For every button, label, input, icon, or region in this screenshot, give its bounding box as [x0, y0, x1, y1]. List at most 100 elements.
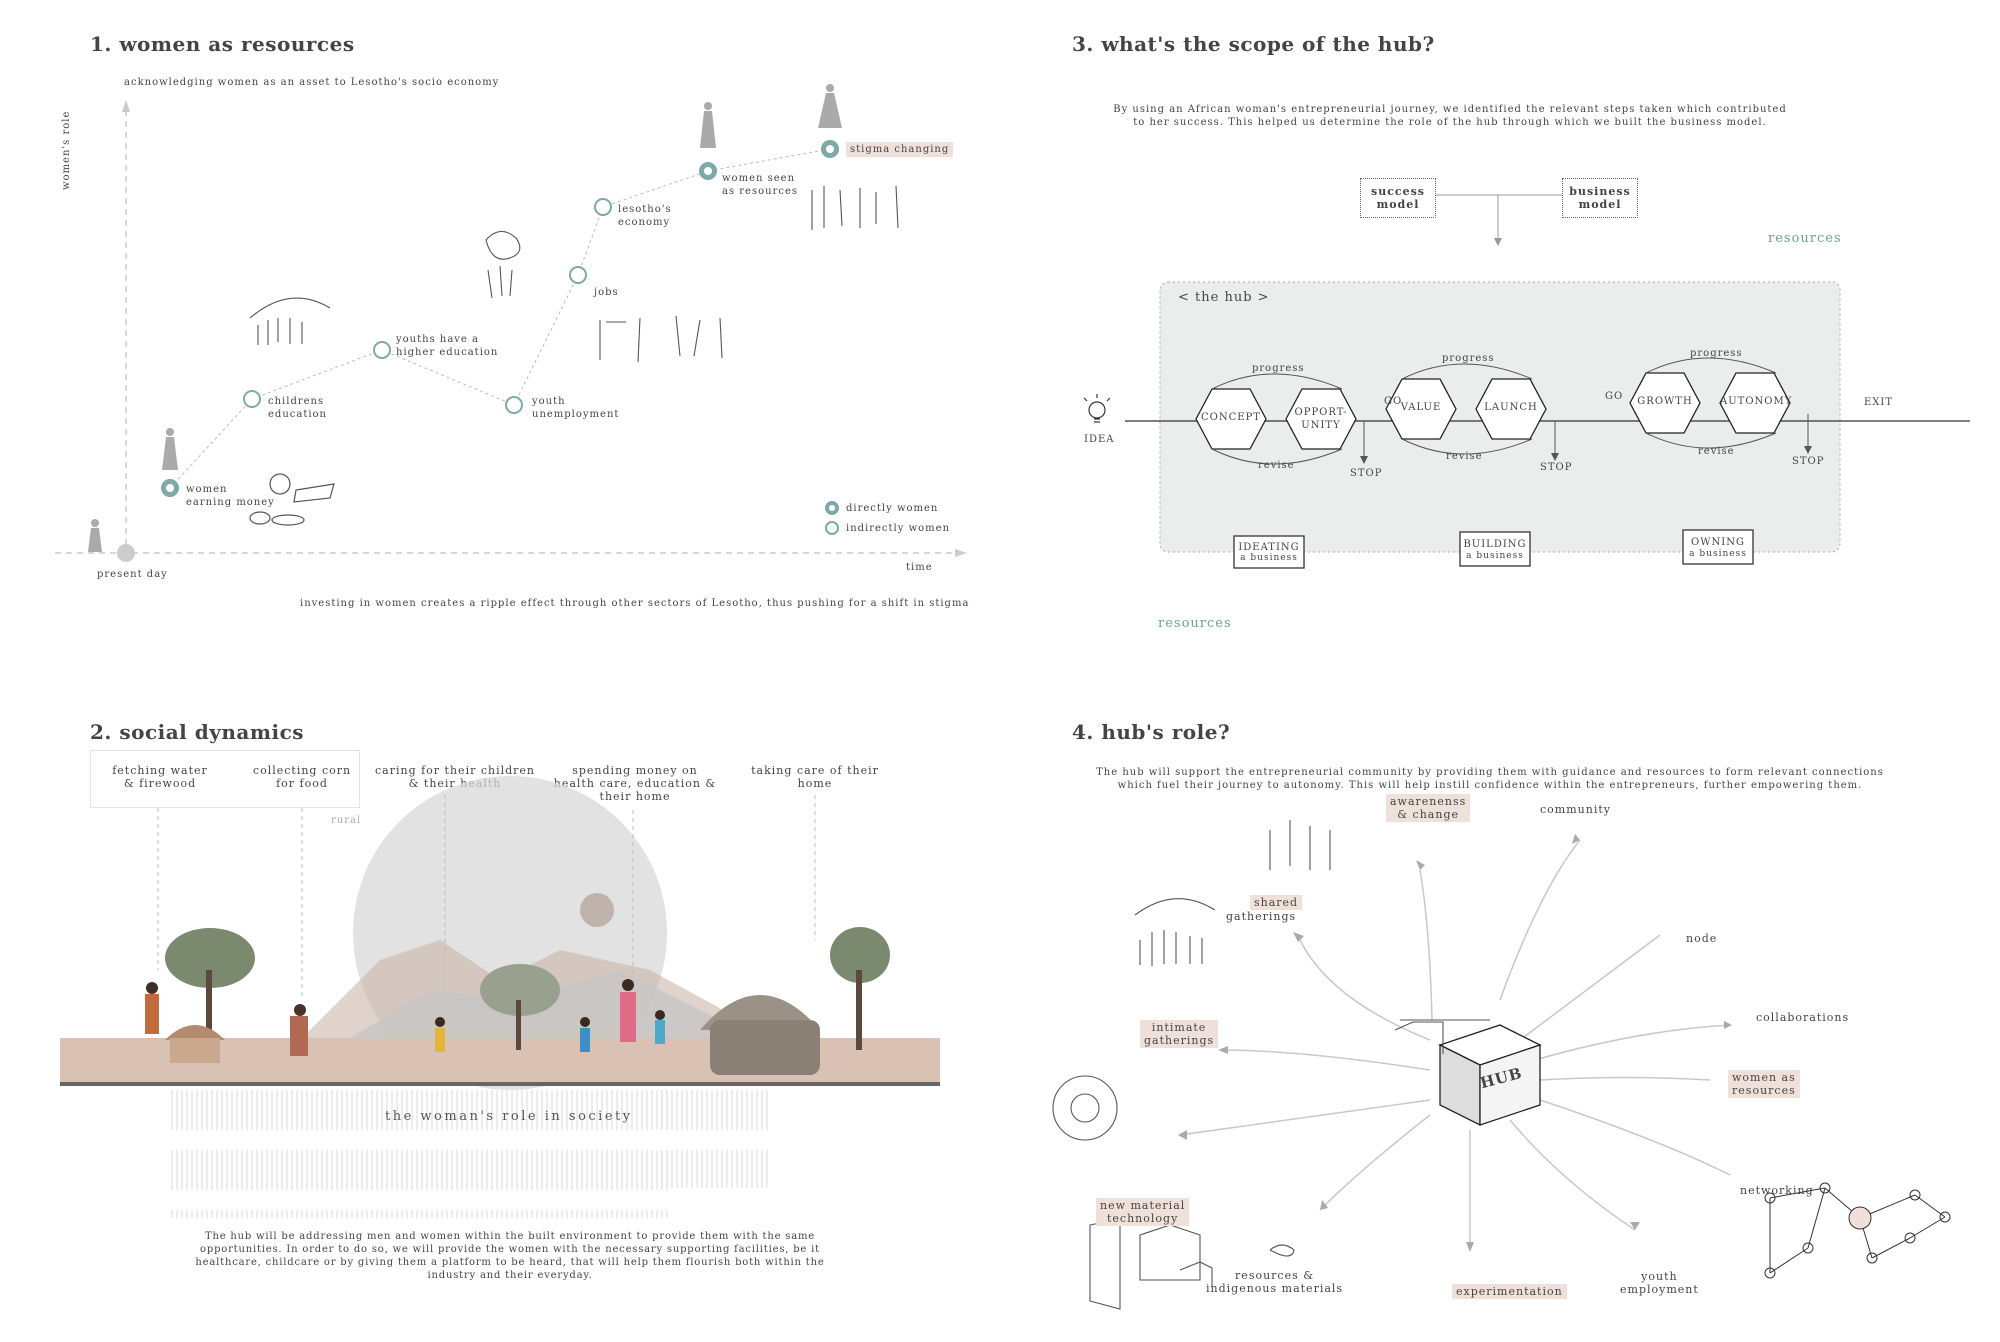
node-label-women-seen-as-resources: women seen as resources — [722, 173, 798, 197]
panel1-chart — [55, 84, 967, 562]
go-label-2: GO — [1605, 391, 1624, 402]
money-sketch-icon — [249, 473, 335, 526]
hub-process-diagram — [1083, 194, 1970, 569]
phase-building-sub: a business — [1466, 551, 1524, 561]
experimentation-icon — [1089, 1218, 1121, 1310]
panel4-title: 4. hub's role? — [1072, 720, 1231, 744]
success-model-box: success model — [1360, 178, 1436, 218]
panel1-title: 1. women as resources — [90, 32, 355, 56]
hex-value: VALUE — [1400, 402, 1442, 413]
panel-social-dynamics: 2. social dynamics fetching water & fire… — [0, 670, 1000, 1342]
panel4-intro: The hub will support the entrepreneurial… — [1096, 767, 1884, 791]
item-intimate-gatherings: intimate gatherings — [1140, 1020, 1219, 1048]
stop-label-1: STOP — [1350, 468, 1383, 479]
hub-role-diagram — [1052, 820, 1951, 1310]
woman-figure-icon — [88, 84, 842, 552]
progress-label-2: progress — [1442, 353, 1495, 364]
resources-top-label: resources — [1768, 231, 1842, 246]
item-collaborations: collaborations — [1756, 1011, 1850, 1024]
hex-launch: LAUNCH — [1484, 402, 1538, 413]
panel2-title: 2. social dynamics — [90, 720, 305, 744]
label-collecting-corn: collecting corn for food — [252, 764, 352, 790]
panel1-x-axis-label: time — [906, 562, 933, 573]
crowd-sketch-icon — [249, 185, 899, 363]
hub-box-icon — [1438, 1024, 1542, 1127]
item-experimentation: experimentation — [1452, 1284, 1567, 1299]
node-label-childrens-education: childrens education — [268, 396, 327, 420]
node-label-lesotho-economy: lesotho's economy — [618, 204, 672, 228]
node-sketch-icon — [1394, 1021, 1444, 1054]
node-jobs — [569, 266, 587, 284]
label-taking-care-home: taking care of their home — [751, 764, 879, 790]
item-resources-materials: resources & indigenous materials — [1206, 1269, 1344, 1295]
phase-ideating-sub: a business — [1240, 553, 1298, 563]
community-icon — [1269, 820, 1331, 870]
moon-icon — [580, 893, 614, 927]
revise-label-3: revise — [1698, 446, 1735, 457]
node-women-seen-as-resources — [699, 162, 717, 180]
materials-icon — [1139, 1224, 1213, 1286]
node-stigma-changing — [821, 140, 839, 158]
people-icon — [145, 979, 665, 1056]
rural-label: rural — [331, 815, 362, 826]
exit-label: EXIT — [1864, 397, 1894, 408]
idea-label: IDEA — [1084, 434, 1115, 445]
item-shared: shared — [1250, 895, 1303, 910]
youth-employment-icon — [1269, 1244, 1295, 1257]
revise-label-2: revise — [1446, 451, 1483, 462]
progress-label-1: progress — [1252, 363, 1305, 374]
hex-autonomy: AUTONOMY — [1720, 396, 1793, 407]
hut-icon — [165, 995, 820, 1075]
legend-directly-women: directly women — [846, 503, 939, 514]
node-label-youths-higher-education: youths have a higher education — [396, 334, 499, 358]
item-community: community — [1540, 803, 1611, 816]
legend-indirectly-women: indirectly women — [846, 523, 951, 534]
node-label-stigma-changing: stigma changing — [846, 142, 954, 157]
node-youths-higher-education — [373, 341, 391, 359]
item-awareness-change: awarenenss & change — [1386, 794, 1471, 822]
node-label-youth-unemployment: youth unemployment — [532, 396, 620, 420]
intimate-gatherings-icon — [1052, 1075, 1118, 1141]
item-node: node — [1686, 932, 1718, 945]
go-label-1: GO — [1384, 396, 1403, 407]
node-label-women-earning-money: women earning money — [186, 484, 275, 508]
node-childrens-education — [243, 390, 261, 408]
node-lesotho-economy — [594, 198, 612, 216]
panel1-origin-label: present day — [97, 569, 168, 580]
network-icon — [1764, 1182, 1951, 1279]
stop-label-3: STOP — [1792, 456, 1825, 467]
panel-hub-role: 4. hub's role? The hub will support the … — [1000, 670, 2000, 1342]
hub-label: < the hub > — [1178, 290, 1270, 305]
social-dynamics-scene — [60, 776, 940, 1218]
node-women-earning-money — [161, 479, 179, 497]
rural-box — [90, 750, 360, 808]
panel3-title: 3. what's the scope of the hub? — [1072, 32, 1435, 56]
resources-bottom-label: resources — [1158, 616, 1232, 631]
business-model-box: business model — [1562, 178, 1638, 218]
item-women-as-resources: women as resources — [1728, 1070, 1800, 1098]
item-youth-employment: youth employment — [1620, 1270, 1699, 1296]
node-label-jobs: jobs — [594, 287, 619, 298]
label-fetching-water: fetching water & firewood — [112, 764, 208, 790]
panel-women-as-resources: 1. women as resources acknowledging wome… — [0, 0, 1000, 670]
panel3-intro: By using an African woman's entrepreneur… — [1113, 104, 1787, 128]
panel1-subtitle: acknowledging women as an asset to Lesot… — [124, 77, 500, 88]
panel2-paragraph: The hub will be addressing men and women… — [195, 1231, 825, 1281]
panel-hub-scope: 3. what's the scope of the hub? By using… — [1000, 0, 2000, 670]
phase-building: BUILDING — [1463, 539, 1527, 550]
tree-icon — [165, 927, 890, 1050]
item-new-material-technology: new material technology — [1096, 1198, 1190, 1226]
progress-label-3: progress — [1690, 348, 1743, 359]
item-networking: networking — [1740, 1184, 1814, 1197]
node-youth-unemployment — [505, 396, 523, 414]
stop-label-2: STOP — [1540, 462, 1573, 473]
shared-gatherings-icon — [1134, 898, 1216, 966]
hex-concept: CONCEPT — [1201, 412, 1261, 423]
revise-label-1: revise — [1258, 460, 1295, 471]
panel1-footer: investing in women creates a ripple effe… — [300, 598, 970, 609]
phase-ideating: IDEATING — [1238, 542, 1300, 553]
idea-bulb-icon — [1083, 394, 1111, 423]
circle-caption: the woman's role in society — [385, 1109, 633, 1124]
item-shared-gatherings: gatherings — [1226, 910, 1297, 923]
hex-growth: GROWTH — [1637, 396, 1693, 407]
